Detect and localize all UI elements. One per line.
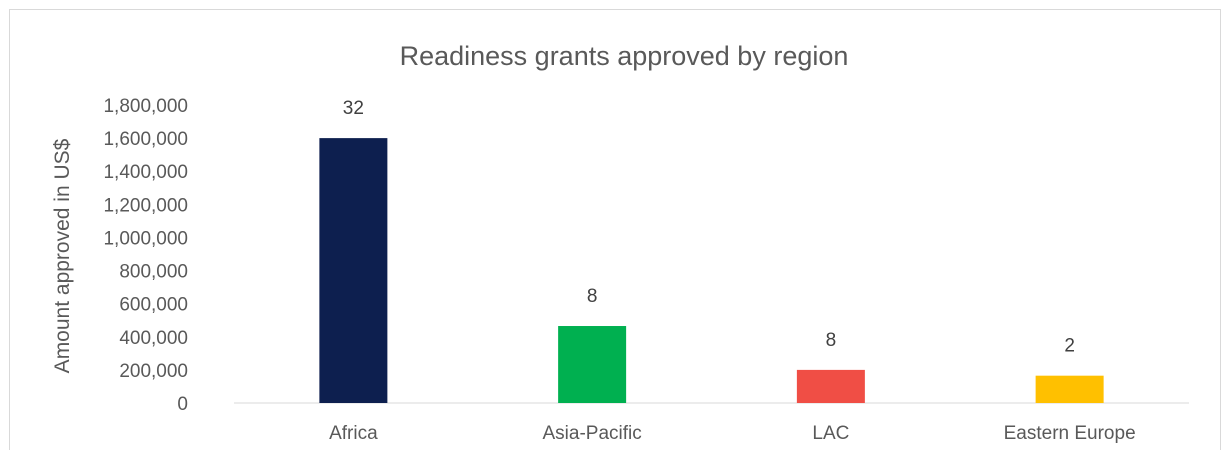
data-label: 8 bbox=[587, 286, 598, 307]
data-labels: 32 8 8 2 bbox=[343, 98, 1075, 357]
y-tick-label: 1,800,000 bbox=[103, 96, 188, 117]
bar-asia-pacific bbox=[558, 326, 627, 403]
y-tick-label: 1,400,000 bbox=[103, 162, 188, 183]
y-axis-label: Amount approved in US$ bbox=[51, 138, 74, 373]
bar-eastern-europe bbox=[1035, 375, 1104, 403]
y-tick-label: 1,600,000 bbox=[103, 129, 188, 150]
y-tick-label: 1,200,000 bbox=[103, 195, 188, 216]
x-tick-label: Asia-Pacific bbox=[543, 423, 642, 444]
y-tick-label: 200,000 bbox=[119, 361, 188, 382]
y-axis-ticks: 0 200,000 400,000 600,000 800,000 1,000,000 1,… bbox=[103, 96, 188, 415]
data-label: 2 bbox=[1064, 336, 1075, 357]
x-tick-label: Africa bbox=[329, 423, 378, 444]
chart-frame bbox=[9, 9, 1221, 450]
y-tick-label: 0 bbox=[177, 394, 188, 415]
x-axis-ticks: Africa Asia-Pacific LAC Eastern Europe bbox=[329, 423, 1136, 444]
chart-title: Readiness grants approved by region bbox=[400, 41, 849, 71]
x-tick-label: LAC bbox=[812, 423, 849, 444]
bar-africa bbox=[319, 138, 388, 403]
data-label: 8 bbox=[826, 330, 837, 351]
y-tick-label: 400,000 bbox=[119, 328, 188, 349]
x-tick-label: Eastern Europe bbox=[1004, 423, 1136, 444]
y-tick-label: 1,000,000 bbox=[103, 228, 188, 249]
y-tick-label: 600,000 bbox=[119, 295, 188, 316]
y-tick-label: 800,000 bbox=[119, 262, 188, 283]
data-label: 32 bbox=[343, 98, 364, 119]
bars bbox=[319, 138, 1104, 403]
bar-lac bbox=[796, 369, 865, 403]
